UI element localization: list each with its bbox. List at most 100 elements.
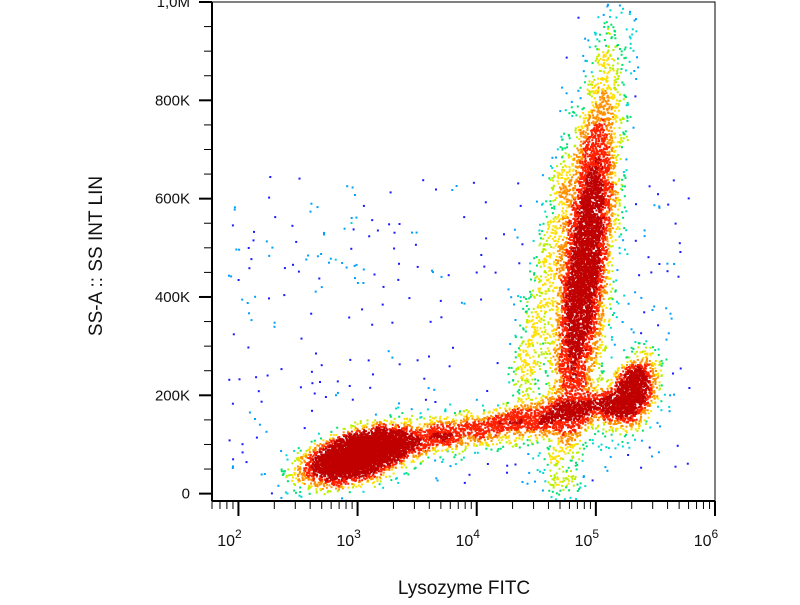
event-dot [385, 475, 387, 478]
event-dot [340, 478, 343, 481]
event-dot [344, 435, 347, 438]
event-dot [305, 449, 308, 452]
event-dot [396, 457, 399, 460]
event-dot [385, 419, 388, 422]
event-dot [408, 446, 410, 448]
event-dot [298, 494, 301, 497]
event-dot [328, 473, 331, 476]
event-dot [309, 446, 312, 449]
event-dot [321, 468, 324, 471]
event-dot [372, 473, 375, 476]
event-dot [386, 428, 389, 431]
event-dot [334, 446, 337, 448]
event-dot [308, 492, 311, 495]
event-dot [317, 465, 320, 468]
event-dot [355, 466, 358, 468]
event-dot [359, 433, 362, 436]
event-dot [283, 470, 286, 473]
event-dot [371, 460, 374, 463]
event-dot [371, 424, 374, 427]
event-dot [397, 424, 399, 427]
event-dot [382, 425, 385, 428]
event-dot [403, 449, 406, 451]
event-dot [316, 485, 319, 488]
event-dot [336, 426, 339, 429]
event-dot [295, 491, 297, 494]
event-dot [313, 461, 316, 464]
event-dot [326, 441, 329, 444]
event-dot [327, 489, 330, 492]
event-dot [372, 446, 374, 449]
event-dot [375, 467, 378, 470]
event-dot [370, 477, 373, 479]
event-dot [405, 430, 408, 433]
event-dot [399, 462, 401, 465]
event-dot [316, 451, 319, 453]
event-dot [307, 488, 310, 491]
event-dot [354, 471, 357, 474]
event-dot [405, 472, 408, 475]
event-dot [343, 465, 346, 468]
event-dot [297, 456, 300, 459]
event-dot [354, 452, 357, 454]
event-dot [295, 477, 298, 480]
event-dot [324, 473, 326, 476]
event-dot [358, 437, 361, 440]
event-dot [375, 471, 378, 474]
event-dot [362, 471, 365, 474]
event-dot [282, 470, 285, 473]
event-dot [309, 459, 312, 462]
event-dot [335, 464, 337, 467]
event-dot [314, 481, 317, 484]
event-dot [325, 450, 327, 453]
event-dot [402, 462, 405, 465]
event-dot [314, 473, 317, 476]
event-dot [367, 475, 370, 478]
event-dot [327, 467, 330, 470]
event-dot [299, 466, 302, 469]
event-dot [405, 428, 408, 431]
event-dot [343, 427, 346, 430]
event-dot [320, 437, 322, 440]
event-dot [391, 464, 394, 467]
event-dot [373, 481, 375, 484]
event-dot [377, 468, 380, 471]
event-dot [424, 431, 427, 434]
event-dot [352, 436, 355, 439]
event-dot [305, 463, 308, 466]
event-dot [366, 422, 369, 425]
event-dot [339, 484, 342, 487]
event-dot [329, 490, 332, 493]
event-dot [342, 431, 345, 434]
event-dot [324, 461, 327, 464]
event-dot [363, 429, 366, 432]
event-dot [325, 481, 328, 484]
event-dot [364, 466, 367, 469]
event-dot [372, 468, 375, 471]
event-dot [374, 413, 377, 416]
event-dot [348, 491, 351, 494]
event-dot [358, 479, 361, 482]
event-dot [365, 469, 367, 472]
event-dot [303, 467, 306, 470]
event-dot [317, 457, 320, 460]
event-dot [333, 455, 336, 458]
event-dot [325, 486, 328, 489]
event-dot [315, 491, 318, 494]
event-dot [371, 465, 374, 468]
event-dot [353, 479, 356, 482]
event-dot [376, 439, 379, 442]
event-dot [304, 477, 307, 480]
event-dot [311, 468, 314, 471]
event-dot [337, 449, 340, 452]
event-dot [312, 458, 315, 461]
event-dot [291, 474, 294, 477]
event-dot [313, 464, 316, 467]
event-dot [333, 466, 336, 469]
event-dot [315, 475, 318, 478]
event-dot [318, 451, 321, 454]
event-dot [324, 475, 327, 478]
event-dot [326, 472, 329, 475]
event-dot [375, 463, 378, 466]
